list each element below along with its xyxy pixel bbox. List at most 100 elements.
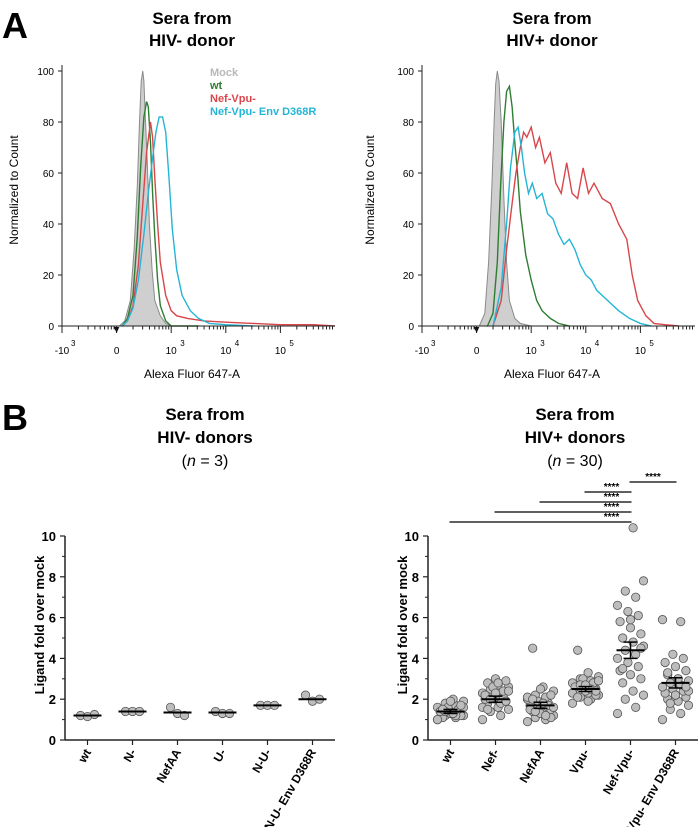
data-point [633,610,643,621]
y-tick-label: 20 [43,271,55,282]
y-tick-label: 10 [405,529,419,544]
panel-a-left-title-2: HIV- donor [149,31,235,50]
data-point [625,615,636,625]
y-tick-label: 80 [43,118,55,129]
x-tick-label: wt [438,747,457,766]
x-tick-label: Vpu- [567,747,592,777]
data-point [625,623,636,633]
panel-a-right-title-1: Sera from [512,9,591,28]
y-tick-label: 60 [403,169,415,180]
panel-a-right-xlabel: Alexa Fluor 647-A [504,367,600,381]
x-tick-label: Nef- [478,747,502,774]
data-point [165,702,176,712]
data-point [665,698,675,708]
data-point [528,643,538,653]
data-point [573,692,583,702]
data-point [618,663,628,674]
data-point [631,702,641,712]
data-point [620,694,630,704]
y-tick-label: 40 [403,220,415,231]
data-point [593,676,604,686]
data-point [636,674,646,684]
panel-a-left-title-1: Sera from [152,9,231,28]
x-tick-label: 10 [220,346,232,357]
x-tick-exponent: 3 [431,339,436,348]
y-tick-label: 100 [397,67,414,78]
data-point [477,714,488,725]
y-tick-label: 8 [412,570,419,585]
x-tick-exponent: 4 [595,339,600,348]
data-point [583,668,593,678]
data-point [535,684,546,694]
x-tick-label: Nef-Vpu- [600,747,637,797]
data-point [618,678,628,688]
data-point [445,696,456,706]
data-point [528,694,538,704]
data-point [683,700,694,710]
y-tick-label: 100 [37,67,54,78]
data-point [541,710,551,721]
panel-b-left-title-2: HIV- donors [157,428,252,447]
x-tick-label: 10 [526,346,538,357]
legend-mock: Mock [210,67,239,79]
panel-a-letter: A [2,5,28,46]
data-point [583,696,593,706]
x-tick-label: -10 [415,346,430,357]
panel-b-right-ylabel: Ligand fold over mock [395,555,410,694]
data-point [660,657,670,668]
data-point [573,645,583,655]
data-point [681,682,691,692]
data-point [638,576,649,586]
data-point [657,615,668,625]
data-point [670,690,681,700]
legend: Mock wt Nef-Vpu- Nef-Vpu- Env D368R [209,67,316,118]
data-point [623,606,633,617]
y-tick-label: 6 [49,611,56,626]
data-point [496,710,506,721]
y-tick-label: 10 [42,529,56,544]
x-tick-exponent: 3 [71,339,76,348]
data-point [612,600,623,610]
data-point [668,649,678,659]
series-mock-area [478,70,532,327]
data-point [300,690,311,700]
x-tick-label: 10 [166,346,178,357]
data-point [638,690,649,700]
series-nef-vpu--line [492,124,679,327]
series-nef-vpu-env-d368r-line [492,125,652,327]
legend-nef-vpu-env: Nef-Vpu- Env D368R [210,106,316,118]
data-point [612,708,623,719]
x-tick-label: wt [75,747,94,766]
data-point [546,690,556,700]
data-point [615,617,625,627]
data-point [620,586,630,596]
x-tick-label: 0 [474,346,480,357]
y-tick-label: 2 [412,692,419,707]
y-tick-label: 0 [412,733,419,748]
data-point [503,704,514,715]
data-point [657,682,668,692]
panel-b-left-n: (n = 3) [182,453,229,470]
panel-a-right-ylabel: Normalized to Count [363,135,377,245]
legend-nef-vpu: Nef-Vpu- [210,93,256,105]
panel-b-left-title-1: Sera from [165,405,244,424]
x-tick-label: U- [211,747,229,765]
data-point [681,666,691,676]
zero-marker [473,327,480,333]
panel-b-letter: B [2,397,28,438]
x-tick-label: -10 [55,346,70,357]
data-point [89,709,100,720]
y-tick-label: 0 [408,322,414,333]
data-point [678,653,688,664]
significance-label: **** [645,472,661,483]
data-point [676,617,686,627]
data-point [456,700,466,710]
y-tick-label: 8 [49,570,56,585]
y-tick-label: 0 [49,733,56,748]
legend-wt: wt [209,80,223,92]
data-point [224,708,235,719]
data-point [628,686,638,696]
data-point [432,714,443,725]
